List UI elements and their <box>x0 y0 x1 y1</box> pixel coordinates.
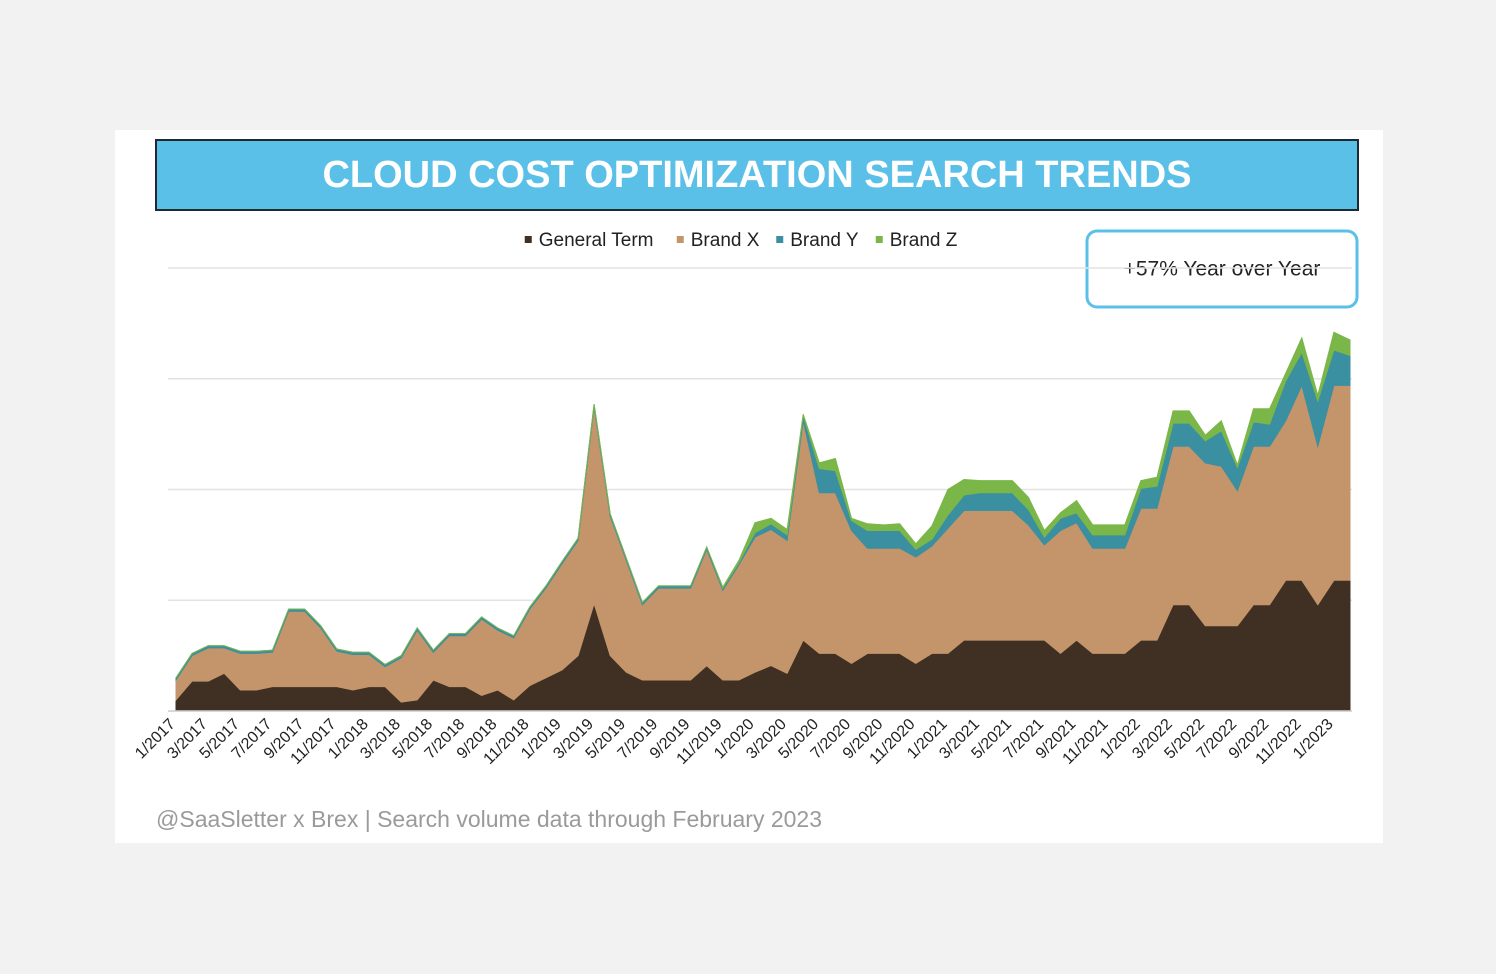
annotation: +57% Year over Year <box>1124 258 1321 281</box>
legend-swatch <box>776 236 784 243</box>
legend-label: Brand Z <box>890 230 958 251</box>
area <box>175 331 1351 679</box>
legend-label: General Term <box>539 230 654 251</box>
footnote: @SaaSletter x Brex | Search volume data … <box>156 806 822 832</box>
legend-swatch <box>875 236 883 243</box>
annotation-box <box>1085 229 1359 309</box>
chart-title: CLOUD COST OPTIMIZATION SEARCH TRENDS <box>322 154 1191 196</box>
legend-label: Brand X <box>691 230 760 251</box>
title-bar <box>155 139 1359 211</box>
legend-label: Brand Y <box>790 230 859 251</box>
legend: General Term Brand X Brand Y Brand Z <box>524 230 958 251</box>
legend-swatch <box>676 236 684 243</box>
legend-swatch <box>524 236 532 243</box>
